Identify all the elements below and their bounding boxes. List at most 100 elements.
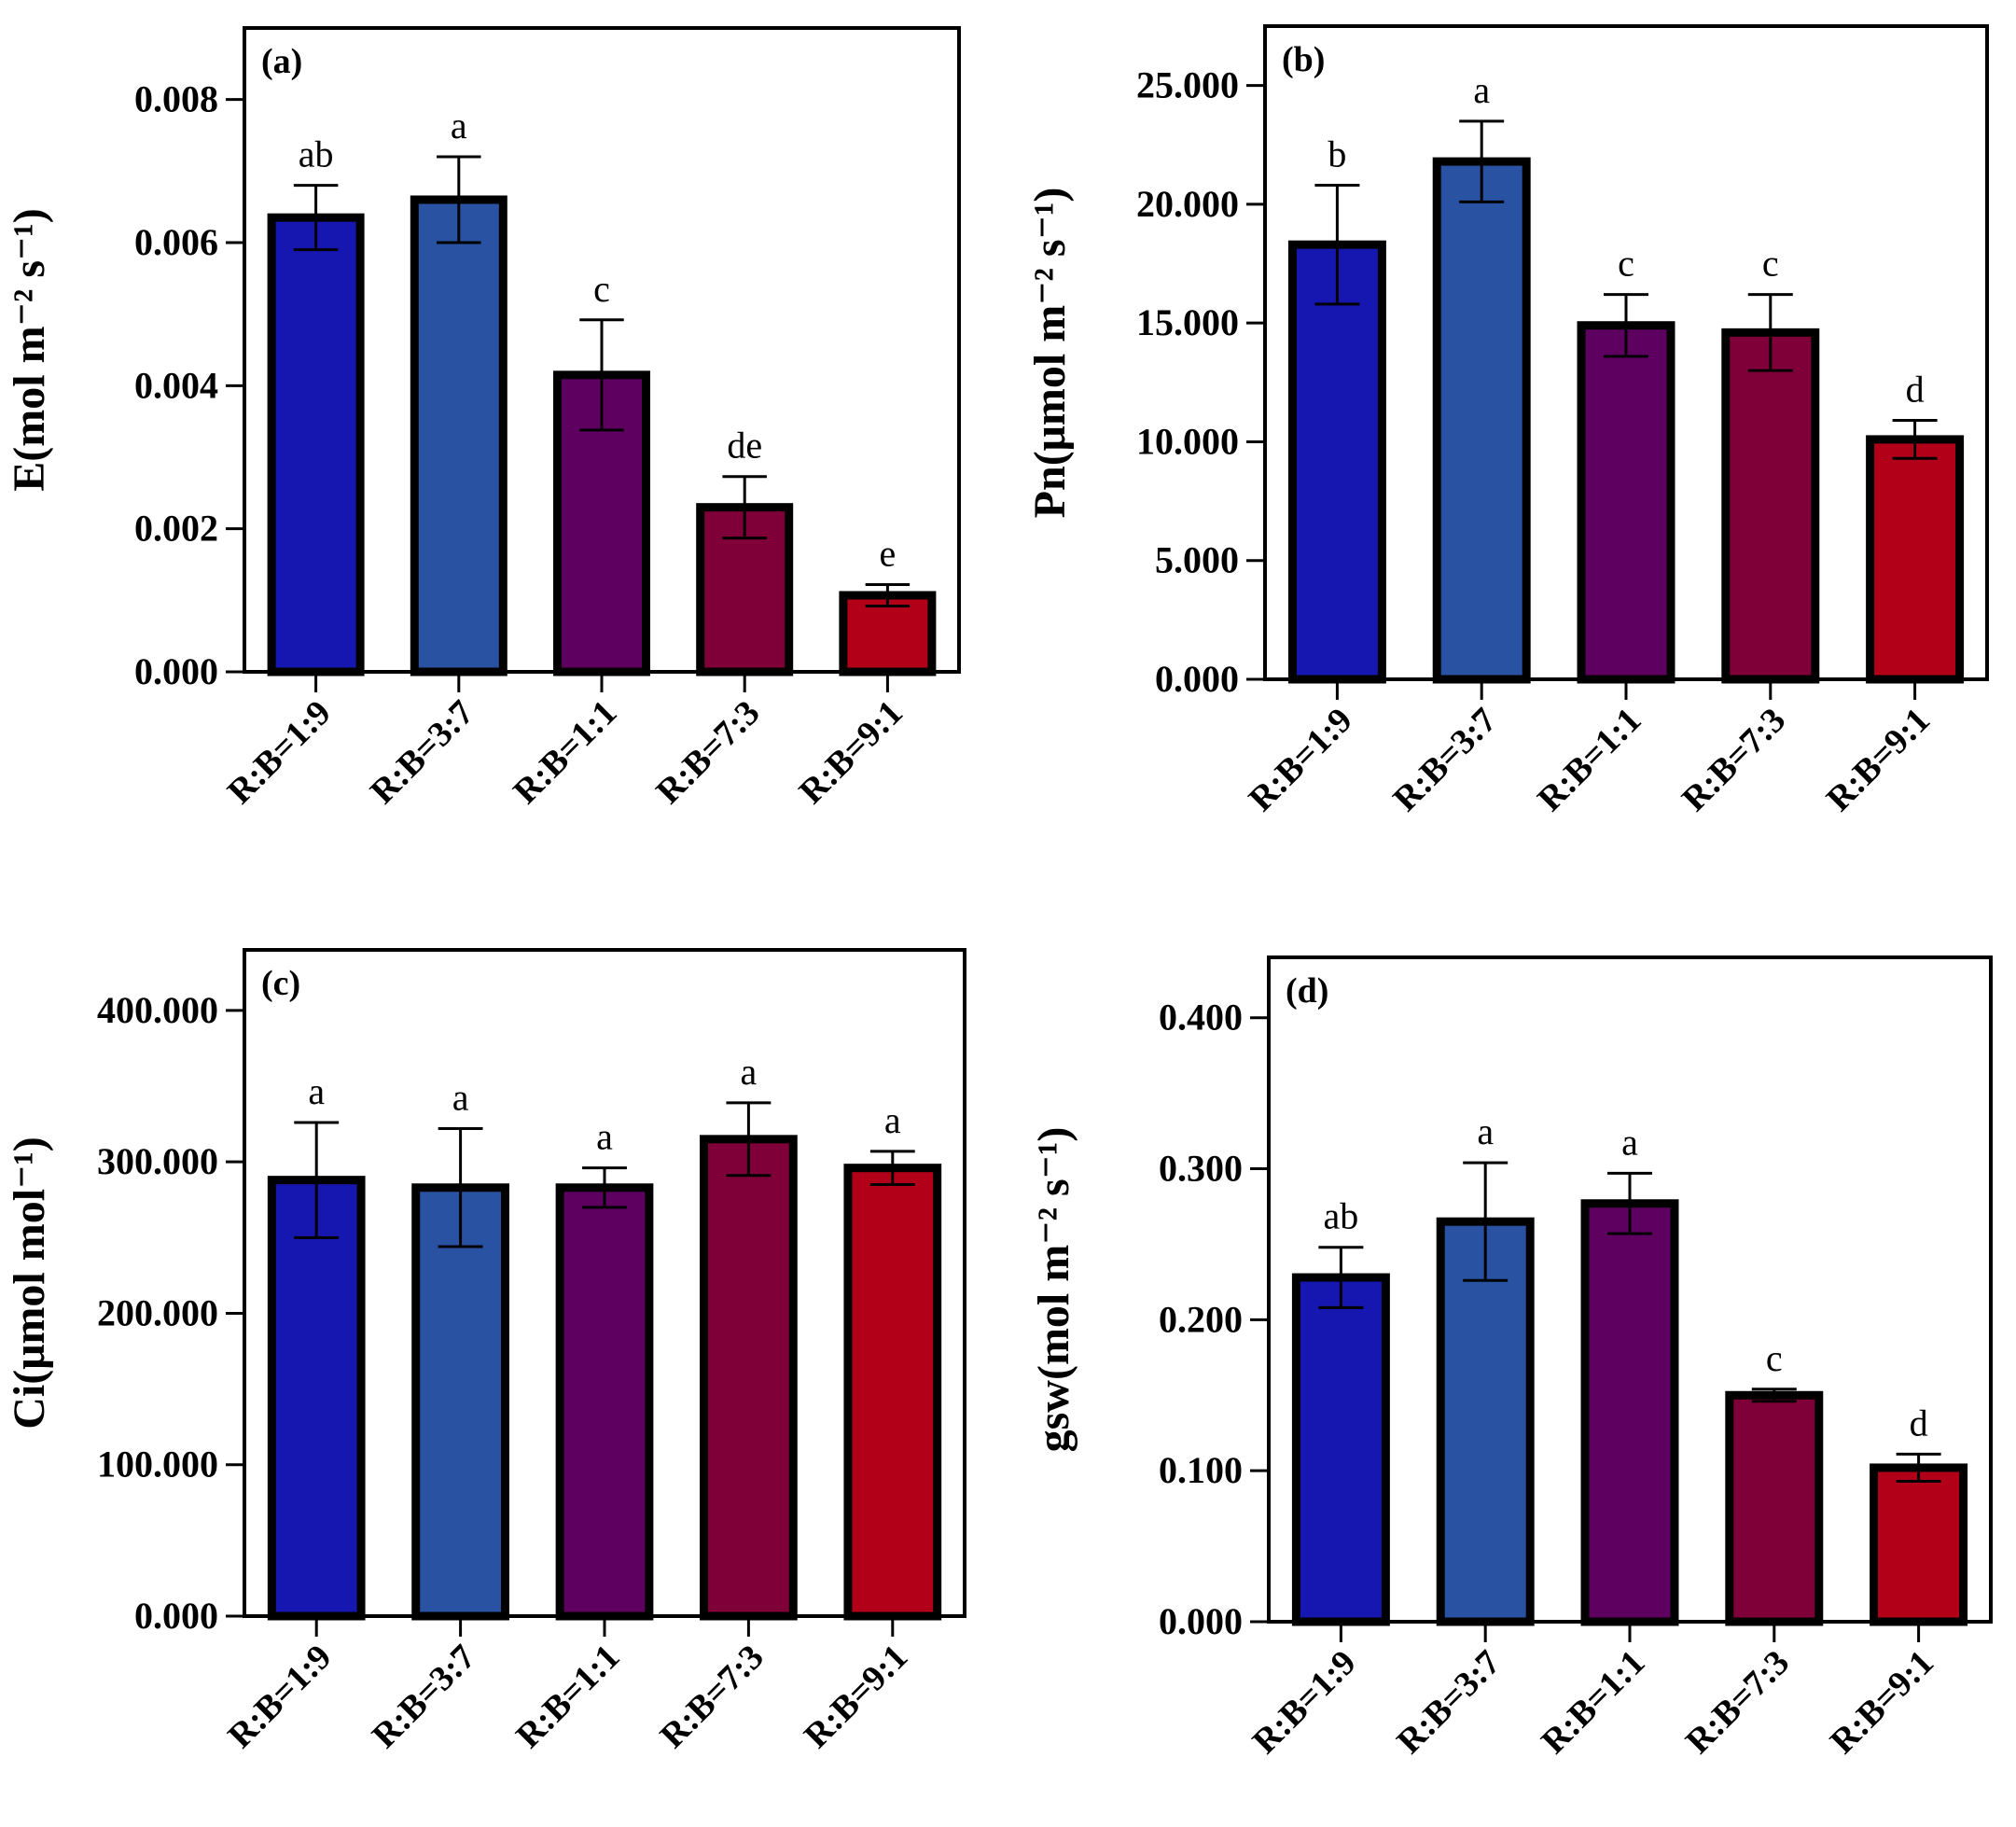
category-label: R:B=3:7 <box>363 693 481 812</box>
bar-R:B=9:1 <box>1870 1463 1968 1626</box>
y-tick-label: 0.200 <box>1159 1298 1243 1340</box>
bar-R:B=1:9 <box>1287 240 1386 684</box>
category-label: R:B=1:1 <box>506 693 624 812</box>
bar-R:B=3:7 <box>411 1183 509 1621</box>
significance-label: d <box>1910 1402 1928 1443</box>
error-bar <box>722 475 767 540</box>
significance-label: c <box>1766 1337 1783 1379</box>
bar-R:B=9:1 <box>1866 435 1965 684</box>
bar-R:B=3:7 <box>410 195 507 676</box>
category-label: R:B=7:3 <box>648 693 767 812</box>
y-tick-label: 0.400 <box>1159 997 1243 1039</box>
significance-label: c <box>1618 243 1634 285</box>
bar-R:B=9:1 <box>843 1164 942 1621</box>
y-axis-title: Ci(μmol mol⁻¹) <box>5 1137 54 1430</box>
bar-R:B=7:3 <box>1721 328 1820 684</box>
y-tick-label: 20.000 <box>1136 183 1239 225</box>
error-bar <box>726 1101 772 1178</box>
error-bar <box>1604 293 1648 358</box>
significance-label: c <box>593 268 610 310</box>
y-tick-label: 300.000 <box>97 1140 218 1182</box>
y-tick-label: 0.300 <box>1159 1148 1243 1190</box>
significance-label: a <box>884 1099 901 1141</box>
significance-label: a <box>741 1051 758 1093</box>
error-bar <box>294 1121 340 1239</box>
category-label: R:B=1:9 <box>220 1638 339 1756</box>
bar-R:B=3:7 <box>1436 1217 1535 1626</box>
error-bar <box>579 318 624 432</box>
significance-label: ab <box>1324 1195 1359 1237</box>
category-label: R:B=3:7 <box>365 1638 483 1756</box>
category-label: R:B=9:1 <box>792 693 911 812</box>
y-tick-label: 0.100 <box>1159 1449 1243 1491</box>
bar-R:B=3:7 <box>1432 157 1531 684</box>
bar-R:B=7:3 <box>1725 1390 1824 1626</box>
y-tick-label: 10.000 <box>1136 420 1239 462</box>
y-tick-label: 400.000 <box>97 989 218 1031</box>
category-label: R:B=1:1 <box>1534 1643 1652 1762</box>
error-bar <box>437 155 481 244</box>
category-label: R:B=1:1 <box>1530 701 1648 819</box>
panel-label: (a) <box>261 42 302 81</box>
y-tick-label: 0.000 <box>134 1595 218 1637</box>
error-bar <box>869 1150 915 1187</box>
significance-label: e <box>880 532 897 574</box>
error-bar <box>1318 1246 1364 1309</box>
bar-R:B=7:3 <box>700 1135 798 1621</box>
chart-panel-3: a R:B=1:9 a R:B=3:7 a R:B=1:1 a R:B=7:3 a R:B=9:1… <box>5 948 966 1756</box>
significance-label: d <box>1906 369 1925 411</box>
bar-R:B=1:1 <box>555 1183 654 1621</box>
y-tick-label: 200.000 <box>97 1291 218 1333</box>
category-label: R:B=3:7 <box>1389 1643 1508 1762</box>
plot-frame <box>1267 955 1993 1624</box>
error-bar <box>1314 184 1360 306</box>
significance-label: de <box>727 425 762 467</box>
y-tick-label: 5.000 <box>1155 539 1239 581</box>
y-tick-label: 0.006 <box>134 221 218 263</box>
error-bar <box>438 1126 483 1248</box>
panel-label: (b) <box>1282 40 1325 79</box>
category-label: R:B=1:1 <box>508 1638 627 1756</box>
y-axis-title: E(mol m⁻² s⁻¹) <box>5 208 54 491</box>
bar-R:B=1:9 <box>267 1176 366 1621</box>
significance-label: a <box>451 105 467 146</box>
y-tick-label: 0.002 <box>134 508 218 550</box>
category-label: R:B=9:1 <box>1823 1643 1941 1762</box>
y-axis-title: Pn(μmol m⁻² s⁻¹) <box>1025 188 1075 519</box>
category-label: R:B=7:3 <box>1675 701 1793 819</box>
y-tick-label: 0.000 <box>1155 658 1239 700</box>
significance-label: a <box>1477 1110 1494 1152</box>
panel-label: (c) <box>261 964 300 1003</box>
plot-frame <box>1263 24 1989 681</box>
panel-label: (d) <box>1286 971 1328 1011</box>
chart-panel-2: b R:B=1:9 a R:B=3:7 c R:B=1:1 c R:B=7:3 d R:B=9:1… <box>1025 24 1989 819</box>
category-label: R:B=9:1 <box>797 1638 915 1756</box>
error-bar <box>1751 1388 1797 1403</box>
category-label: R:B=3:7 <box>1385 701 1504 819</box>
error-bar <box>1892 419 1938 460</box>
significance-label: a <box>1473 69 1490 111</box>
significance-label: ab <box>299 133 334 175</box>
category-label: R:B=9:1 <box>1819 701 1938 819</box>
bar-R:B=1:1 <box>1577 321 1675 684</box>
error-bar <box>582 1166 627 1209</box>
y-tick-label: 100.000 <box>97 1443 218 1485</box>
significance-label: a <box>1621 1121 1638 1163</box>
y-tick-label: 0.008 <box>134 78 218 120</box>
chart-panel-1: ab R:B=1:9 a R:B=3:7 c R:B=1:1 de R:B=7:3 e R:B=9… <box>5 26 961 812</box>
error-bar <box>1896 1452 1941 1484</box>
y-tick-label: 25.000 <box>1136 64 1239 106</box>
plot-frame <box>243 26 961 674</box>
significance-label: c <box>1762 243 1779 285</box>
significance-label: a <box>308 1070 325 1112</box>
y-tick-label: 0.000 <box>134 650 218 692</box>
y-tick-label: 15.000 <box>1136 301 1239 343</box>
error-bar <box>1463 1161 1509 1282</box>
bar-R:B=1:9 <box>1291 1273 1390 1626</box>
error-bar <box>1459 119 1505 203</box>
category-label: R:B=7:3 <box>653 1638 772 1756</box>
plot-frame <box>243 948 966 1618</box>
category-label: R:B=1:9 <box>220 693 339 812</box>
y-axis-title: gsw(mol m⁻² s⁻¹) <box>1029 1127 1078 1453</box>
